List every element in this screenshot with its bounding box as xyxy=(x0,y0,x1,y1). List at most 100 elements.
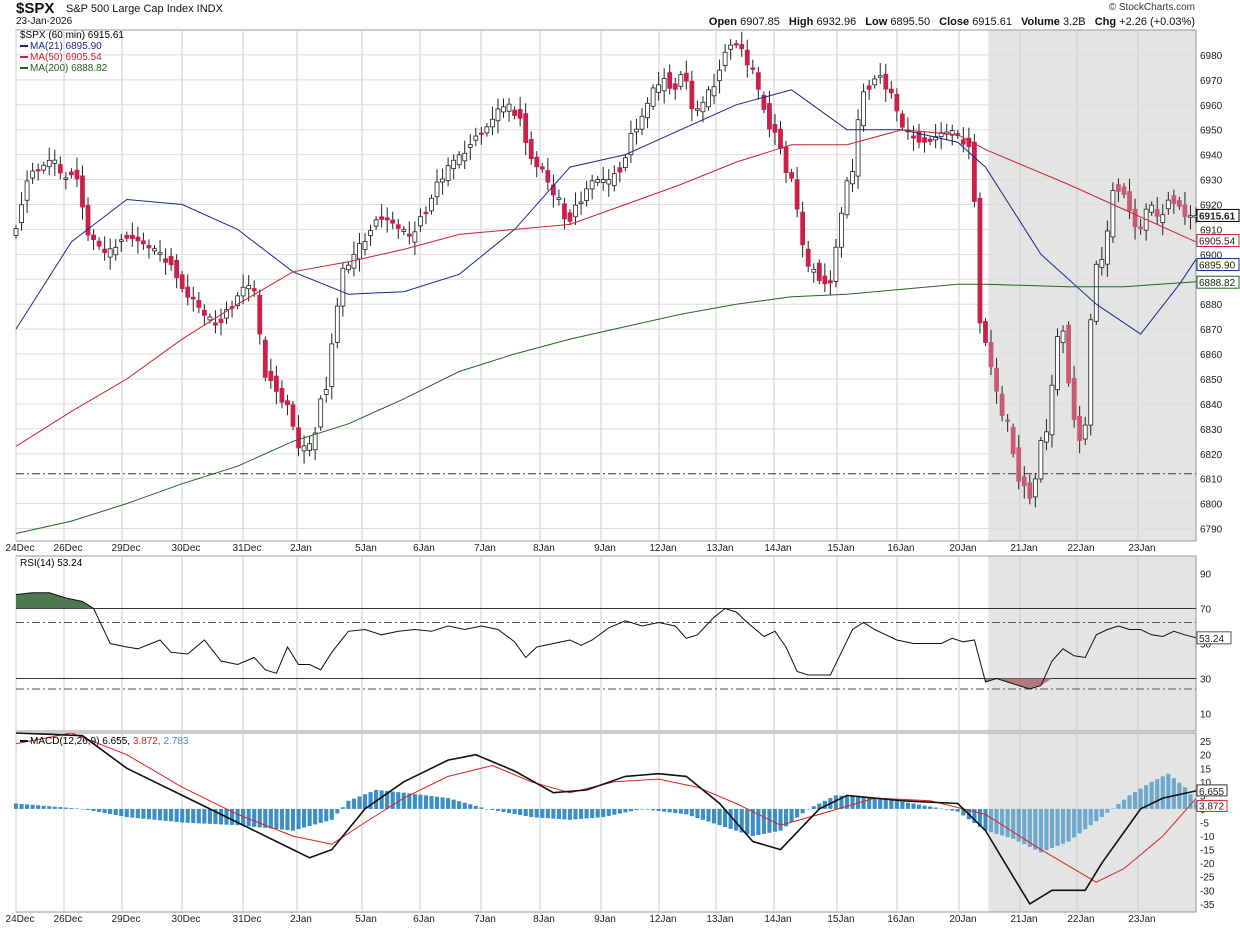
macd-histogram-bar xyxy=(1011,808,1016,839)
candle-down xyxy=(1021,476,1027,487)
x-tick-label: 30Dec xyxy=(172,543,201,554)
macd-histogram-bar xyxy=(584,808,589,819)
candle-down xyxy=(1154,209,1160,217)
candle-down xyxy=(174,259,180,279)
macd-histogram-bar xyxy=(146,808,152,820)
candle-down xyxy=(135,236,141,242)
candle-down xyxy=(85,205,91,236)
macd-tick-label: -25 xyxy=(1200,873,1215,884)
macd-tick-label: -10 xyxy=(1200,832,1215,843)
macd-histogram-bar xyxy=(229,808,235,825)
macd-histogram-bar xyxy=(1072,808,1077,838)
macd-histogram-bar xyxy=(767,808,772,833)
macd-histogram-bar xyxy=(163,808,168,821)
candle-down xyxy=(124,234,130,239)
macd-histogram-bar xyxy=(772,808,778,832)
candle-down xyxy=(1010,426,1016,455)
candle-up xyxy=(844,180,850,216)
macd-histogram-bar xyxy=(374,789,379,809)
candle-down xyxy=(1071,378,1077,420)
high-label: High xyxy=(788,16,814,28)
macd-histogram-bar xyxy=(102,808,107,814)
candle-down xyxy=(999,393,1005,416)
candle-down xyxy=(96,240,102,247)
x-tick-label: 20Jan xyxy=(949,914,976,925)
x-tick-label: 24Dec xyxy=(6,914,35,925)
x-tick-label: 24Dec xyxy=(6,543,35,554)
candle-down xyxy=(772,124,778,133)
macd-histogram-bar xyxy=(894,801,899,809)
macd-histogram-bar xyxy=(451,799,456,809)
candle-up xyxy=(307,443,313,451)
price-tick-label: 6880 xyxy=(1200,300,1223,311)
x-tick-label: 9Jan xyxy=(594,914,616,925)
macd-histogram-bar xyxy=(318,808,323,823)
macd-histogram-bar xyxy=(939,808,944,810)
macd-histogram-bar xyxy=(1155,779,1160,809)
macd-histogram-bar xyxy=(1038,808,1043,853)
macd-histogram-bar xyxy=(933,807,938,809)
macd-histogram-bar xyxy=(1083,808,1088,830)
candle-down xyxy=(1005,419,1011,422)
macd-histogram-bar xyxy=(202,808,207,824)
macd-histogram-bar xyxy=(800,808,805,814)
x-tick-label: 13Jan xyxy=(706,914,733,925)
macd-value-box xyxy=(1196,784,1228,797)
macd-histogram-bar xyxy=(551,808,556,819)
candle-down xyxy=(800,211,806,246)
candle-up xyxy=(451,159,457,170)
candle-down xyxy=(146,244,152,249)
macd-histogram-bar xyxy=(872,798,877,809)
macd-histogram-bar xyxy=(523,808,528,817)
macd-histogram-bar xyxy=(983,808,988,831)
macd-histogram-bar xyxy=(346,800,351,809)
macd-histogram-bar xyxy=(667,808,672,813)
candle-up xyxy=(1110,190,1116,238)
macd-histogram-bar xyxy=(783,808,789,827)
price-tick-label: 6910 xyxy=(1200,225,1223,236)
macd-histogram-bar xyxy=(285,808,290,831)
candle-down xyxy=(972,141,977,202)
macd-histogram-bar xyxy=(651,808,656,811)
candle-down xyxy=(296,427,301,449)
candle-up xyxy=(1038,440,1044,480)
low-label: Low xyxy=(865,16,888,28)
candle-down xyxy=(545,170,551,183)
candle-up xyxy=(157,252,163,255)
macd-histogram-bar xyxy=(63,807,68,809)
candle-up xyxy=(611,173,617,186)
macd-histogram-bar xyxy=(1049,808,1055,848)
candle-up xyxy=(46,159,52,168)
x-tick-label: 23Jan xyxy=(1128,543,1155,554)
macd-histogram-bar xyxy=(1094,808,1099,822)
macd-histogram-bar xyxy=(512,808,517,815)
candle-down xyxy=(822,275,828,285)
candle-up xyxy=(207,316,213,321)
candle-down xyxy=(69,171,74,176)
candle-up xyxy=(1044,431,1049,443)
macd-histogram-bar xyxy=(1138,788,1143,809)
macd-histogram-bar xyxy=(601,808,606,818)
candle-down xyxy=(733,43,739,46)
x-tick-label: 15Jan xyxy=(827,543,854,554)
macd-histogram-bar xyxy=(207,808,212,824)
macd-histogram-bar xyxy=(113,808,118,816)
price-tick-label: 6810 xyxy=(1200,475,1223,486)
macd-histogram-bar xyxy=(534,808,539,818)
macd-histogram-bar xyxy=(977,808,983,827)
macd-tick-label: -15 xyxy=(1200,846,1215,857)
macd-histogram-bar xyxy=(1110,808,1115,809)
macd-histogram-bar xyxy=(307,808,312,826)
macd-tick-label: 10 xyxy=(1200,778,1212,789)
candle-up xyxy=(1032,478,1038,498)
candle-down xyxy=(761,94,767,110)
macd-histogram-bar xyxy=(628,808,633,812)
candle-down xyxy=(528,139,534,160)
candle-up xyxy=(318,398,324,428)
candle-up xyxy=(1082,424,1088,440)
candle-down xyxy=(1171,195,1177,204)
candle-up xyxy=(440,178,445,183)
macd-tick-label: 15 xyxy=(1200,764,1212,775)
macd-histogram-bar xyxy=(822,800,827,809)
